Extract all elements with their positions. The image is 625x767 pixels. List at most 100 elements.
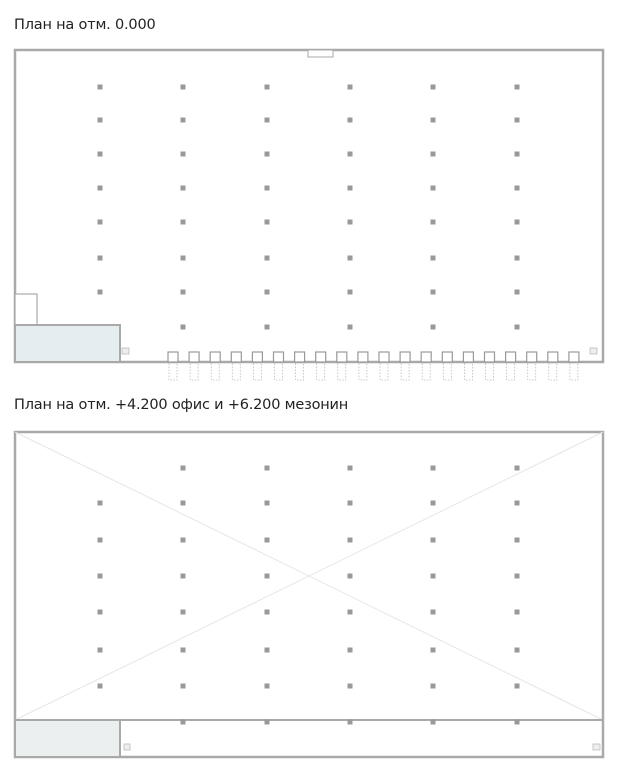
loading-dock-gate bbox=[294, 351, 306, 363]
outer-wall bbox=[13, 430, 605, 759]
loading-dock-gate bbox=[568, 351, 580, 363]
dock-leveler bbox=[210, 362, 220, 381]
column bbox=[264, 117, 270, 123]
column bbox=[97, 219, 103, 225]
loading-dock-gate bbox=[272, 351, 285, 363]
column bbox=[514, 609, 520, 615]
column bbox=[514, 219, 520, 225]
column bbox=[347, 117, 353, 123]
column bbox=[264, 573, 270, 579]
dock-leveler bbox=[295, 362, 305, 381]
column bbox=[97, 117, 103, 123]
column bbox=[264, 219, 270, 225]
loading-dock-gate bbox=[167, 351, 179, 363]
column bbox=[514, 647, 520, 653]
column bbox=[264, 255, 270, 261]
column bbox=[97, 500, 103, 506]
column bbox=[347, 151, 353, 157]
column bbox=[430, 324, 436, 330]
column bbox=[514, 289, 520, 295]
column bbox=[180, 84, 186, 90]
column bbox=[264, 151, 270, 157]
column bbox=[347, 683, 353, 689]
column bbox=[180, 117, 186, 123]
column bbox=[347, 647, 353, 653]
column bbox=[430, 117, 436, 123]
column bbox=[180, 500, 186, 506]
column bbox=[514, 84, 520, 90]
upper-floor-plan bbox=[13, 430, 605, 759]
column bbox=[180, 609, 186, 615]
loading-dock-gate bbox=[483, 351, 496, 363]
stair-icon bbox=[589, 347, 598, 355]
column bbox=[514, 683, 520, 689]
stair-icon bbox=[123, 743, 131, 751]
dock-leveler bbox=[231, 362, 241, 381]
loading-dock-gate bbox=[547, 351, 559, 363]
column bbox=[430, 609, 436, 615]
column bbox=[347, 500, 353, 506]
column bbox=[514, 465, 520, 471]
column bbox=[514, 324, 520, 330]
column bbox=[180, 465, 186, 471]
column bbox=[430, 289, 436, 295]
dock-leveler bbox=[548, 362, 558, 381]
column bbox=[514, 573, 520, 579]
column bbox=[180, 151, 186, 157]
plan-title-ground: План на отм. 0.000 bbox=[14, 17, 156, 33]
column bbox=[97, 609, 103, 615]
void-diagonal bbox=[14, 431, 604, 721]
dock-leveler bbox=[527, 362, 537, 381]
column bbox=[430, 573, 436, 579]
column bbox=[97, 84, 103, 90]
ground-floor-plan bbox=[13, 48, 605, 381]
column bbox=[264, 537, 270, 543]
dock-leveler bbox=[506, 362, 516, 381]
column bbox=[97, 185, 103, 191]
column bbox=[430, 255, 436, 261]
office-block bbox=[14, 324, 121, 363]
dock-leveler bbox=[379, 362, 389, 381]
column bbox=[430, 185, 436, 191]
loading-dock-gate bbox=[526, 351, 538, 363]
dock-leveler bbox=[316, 362, 326, 381]
column bbox=[347, 255, 353, 261]
column bbox=[430, 84, 436, 90]
loading-dock-gate bbox=[462, 351, 474, 363]
column bbox=[347, 465, 353, 471]
loading-dock-gate bbox=[251, 351, 263, 363]
dock-leveler bbox=[337, 362, 347, 381]
column bbox=[264, 647, 270, 653]
loading-dock-gate bbox=[378, 351, 390, 363]
column bbox=[347, 219, 353, 225]
column bbox=[430, 537, 436, 543]
column bbox=[180, 324, 186, 330]
column bbox=[264, 465, 270, 471]
office-block bbox=[14, 719, 121, 758]
column bbox=[180, 289, 186, 295]
column bbox=[180, 219, 186, 225]
dock-leveler bbox=[358, 362, 368, 381]
column bbox=[514, 151, 520, 157]
column bbox=[514, 117, 520, 123]
column bbox=[264, 683, 270, 689]
column bbox=[347, 537, 353, 543]
column bbox=[180, 185, 186, 191]
column bbox=[430, 151, 436, 157]
stair-icon bbox=[121, 347, 130, 355]
column bbox=[180, 537, 186, 543]
plan-title-upper: План на отм. +4.200 офис и +6.200 мезони… bbox=[14, 397, 349, 413]
column bbox=[180, 647, 186, 653]
loading-dock-gate bbox=[230, 351, 242, 363]
column bbox=[264, 609, 270, 615]
column bbox=[347, 609, 353, 615]
loading-dock-gate bbox=[441, 351, 453, 363]
column bbox=[514, 500, 520, 506]
column bbox=[514, 719, 520, 725]
column bbox=[430, 219, 436, 225]
column bbox=[97, 151, 103, 157]
dock-leveler bbox=[485, 362, 494, 381]
column bbox=[180, 719, 186, 725]
loading-dock-gate bbox=[399, 351, 411, 363]
